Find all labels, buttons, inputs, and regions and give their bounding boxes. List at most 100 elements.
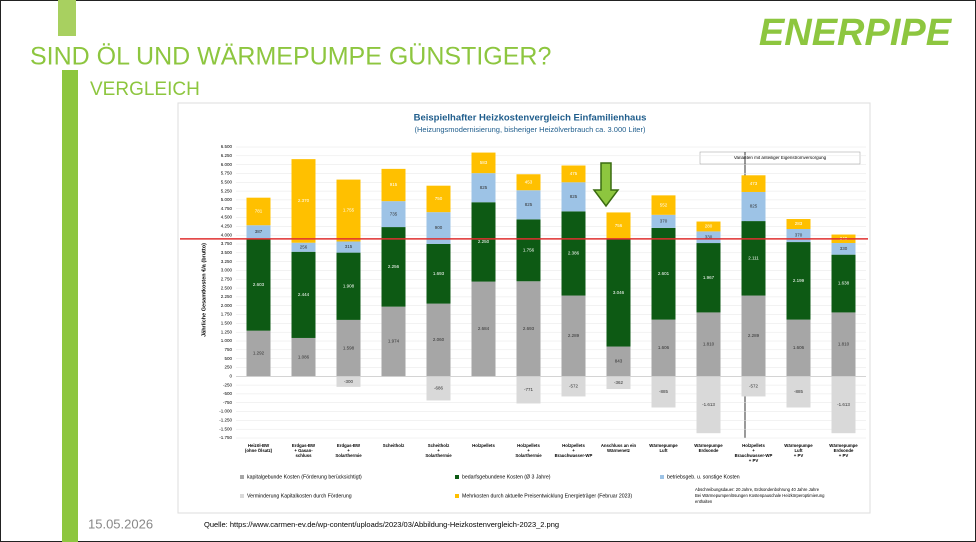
data-label: 387	[255, 229, 263, 234]
bar-segment	[471, 281, 496, 377]
data-label: 1.606	[793, 345, 805, 350]
y-tick-label: 4.750	[221, 206, 233, 211]
legend-label: kapitalgebunde Kosten (Förderung berücks…	[247, 474, 362, 480]
data-label: 2.060	[433, 337, 445, 342]
bar-segment	[246, 225, 271, 239]
y-tick-label: 5.250	[221, 188, 233, 193]
data-label: 1.638	[838, 281, 850, 286]
y-tick-label: 2.500	[221, 285, 233, 290]
data-label: 256	[300, 244, 308, 249]
data-label: 1.755	[343, 208, 355, 213]
data-label: 2.250	[478, 239, 490, 244]
bar-segment	[696, 312, 721, 377]
legend-label: Verminderung Kapitalkosten durch Förderu…	[247, 493, 352, 499]
data-label: 825	[525, 202, 533, 207]
bar-segment	[381, 201, 406, 228]
data-label: 2.693	[523, 326, 535, 331]
data-label: 2.199	[793, 278, 805, 283]
chart-subtitle: (Heizungsmodernisierung, bisheriger Heiz…	[415, 125, 646, 134]
bar-segment	[516, 174, 541, 191]
bar-segment	[831, 243, 856, 255]
x-tick-label: Heizöl-BW (ohne Ölsatz)	[245, 443, 273, 453]
bar-segment	[786, 319, 811, 377]
logo: ENERPIPE	[759, 12, 953, 54]
legend-label: Mehrkosten durch aktuelle Preisentwicklu…	[462, 493, 632, 499]
x-tick-label: Wärmepumpe Erdsonde + PV	[829, 443, 858, 458]
data-label: 1.606	[658, 345, 670, 350]
y-tick-label: 0	[229, 373, 232, 378]
bar-segment	[246, 238, 271, 331]
bar-segment	[696, 376, 721, 434]
y-tick-label: 4.250	[221, 224, 233, 229]
bar-segment	[741, 376, 766, 397]
bar-segment	[516, 219, 541, 282]
bar-segment	[336, 319, 361, 377]
accent-bar	[58, 0, 76, 36]
bar-segment	[696, 221, 721, 232]
data-label: -362	[614, 380, 624, 385]
data-label: 1.292	[253, 351, 265, 356]
bar-segment	[516, 190, 541, 220]
data-label: 756	[615, 223, 623, 228]
y-tick-label: 3.500	[221, 250, 233, 255]
y-tick-label: 3.750	[221, 241, 233, 246]
bar-segment	[381, 168, 406, 202]
bar-segment	[561, 211, 586, 296]
y-axis-label: Jährliche Gesamtkosten €/a (brutto)	[201, 243, 207, 337]
bar-segment	[786, 376, 811, 408]
bar-segment	[516, 281, 541, 377]
bar-segment	[291, 337, 316, 377]
legend-swatch	[240, 494, 244, 498]
bar-segment	[651, 319, 676, 377]
data-label: 283	[795, 221, 803, 226]
bar-segment	[291, 242, 316, 252]
data-label: 1.967	[703, 275, 715, 280]
annotation-box	[699, 151, 861, 165]
y-tick-label: 5.750	[221, 171, 233, 176]
bar-segment	[651, 195, 676, 215]
legend-swatch	[455, 494, 459, 498]
bar-segment	[381, 306, 406, 377]
data-label: 1.693	[433, 271, 445, 276]
bar-segment	[651, 227, 676, 320]
data-label: 1.756	[523, 248, 535, 253]
bar-segment	[336, 179, 361, 242]
y-tick-label: 1.250	[221, 329, 233, 334]
bar-segment	[606, 346, 631, 377]
y-tick-label: 6.500	[221, 144, 233, 149]
legend-label: bedarfsgebundene Kosten (Ø 3 Jahre)	[462, 474, 551, 480]
data-label: 3.046	[613, 290, 625, 295]
bar-segment	[426, 243, 451, 304]
data-label: 1.908	[343, 283, 355, 288]
data-label: 475	[570, 171, 578, 176]
chart-title: Beispielhafter Heizkostenvergleich Einfa…	[414, 113, 647, 124]
bar-segment	[426, 303, 451, 377]
x-tick-label: Erdgas-BW + Solarthermie	[335, 443, 362, 458]
data-label: 2.370	[298, 198, 310, 203]
data-label: 1.810	[838, 342, 850, 347]
data-label: 280	[705, 224, 713, 229]
legend-swatch	[660, 475, 664, 479]
data-label: 825	[750, 204, 758, 209]
y-tick-label: 2.750	[221, 276, 233, 281]
data-label: -572	[569, 384, 579, 389]
bar-segment	[831, 312, 856, 377]
data-label: 825	[570, 194, 578, 199]
data-label: -300	[344, 379, 354, 384]
bar-segment	[696, 243, 721, 313]
bar-segment	[651, 376, 676, 408]
bar-segment	[471, 152, 496, 174]
x-tick-label: Holzpellets + Solarthermie	[515, 443, 542, 458]
y-tick-label: 6.250	[221, 153, 233, 158]
data-label: 1.598	[343, 345, 355, 350]
x-tick-label: Holzpellets + Brauchwasser-WP + PV	[735, 443, 773, 463]
bar-segment	[741, 191, 766, 222]
bar-segment	[426, 376, 451, 401]
data-label: 825	[480, 185, 488, 190]
y-tick-label: 2.000	[221, 303, 233, 308]
data-label: 2.601	[658, 271, 670, 276]
data-label: 781	[255, 209, 263, 214]
data-label: 2.289	[748, 333, 760, 338]
data-label: 330	[705, 234, 713, 239]
y-tick-label: 1.750	[221, 312, 233, 317]
